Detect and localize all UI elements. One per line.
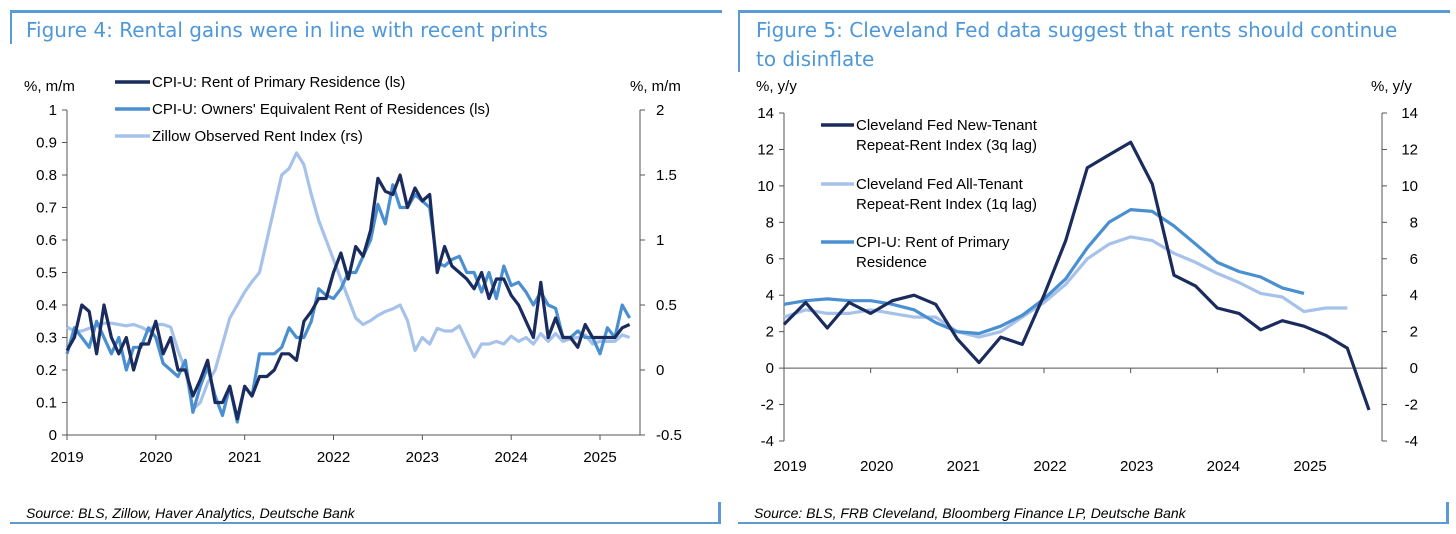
figure-4-source: Source: BLS, Zillow, Haver Analytics, De… [26,505,355,521]
figure-5-left-rule [738,10,740,72]
left-y-tick-label: 0.5 [36,265,57,282]
figure-5-title-line-1: Figure 5: Cleveland Fed data suggest tha… [756,18,1398,42]
figure-4-chart: 0 0.1 0.2 0.3 0.4 0.5 0.6 0.7 0.8 0.9 1 -0.5 0 0.5 1 1.… [24,74,682,466]
figure-4-panel: Figure 4: Rental gains were in line with… [10,10,722,524]
figure-4-bottom-rule [10,522,718,524]
left-y-tick-label: 2 [766,324,774,341]
series-line-1 [65,173,631,421]
x-tick-label: 2021 [947,458,980,475]
left-y-tick-label: 0.7 [36,200,57,217]
series-line-3 [783,208,1305,336]
x-tick-label: 2024 [1207,458,1240,475]
right-y-tick-label: 14 [1401,105,1418,122]
right-y-tick-label: 1 [656,232,664,249]
figure-5-source: Source: BLS, FRB Cleveland, Bloomberg Fi… [754,505,1186,521]
left-y-tick-label: 4 [766,287,774,304]
right-y-tick-label: -2 [1405,397,1418,414]
left-y-tick-label: -2 [761,397,774,414]
x-tick-label: 2020 [139,449,172,466]
left-y-tick-label: 6 [766,251,774,268]
legend-label-2: CPI-U: Owners' Equivalent Rent of Reside… [152,101,490,118]
right-y-axis-label: %, m/m [630,78,681,95]
right-y-tick-label: 0 [656,362,664,379]
left-y-tick-label: 14 [757,105,774,122]
figure-5-panel: Figure 5: Cleveland Fed data suggest tha… [728,0,1456,534]
left-y-axis-label: %, m/m [24,78,75,95]
legend-label-3: Zillow Observed Rent Index (rs) [152,128,363,145]
left-y-tick-label: 0.4 [36,297,57,314]
right-y-tick-label: 0 [1410,360,1418,377]
legend-label-1: CPI-U: Rent of Primary Residence (ls) [152,74,405,91]
right-y-tick-label: 0.5 [656,297,677,314]
left-y-tick-label: 0 [766,360,774,377]
left-y-tick-label: 12 [757,141,774,158]
legend-label-3-line-1: CPI-U: Rent of Primary [856,234,1010,251]
x-tick-label: 2019 [773,458,806,475]
legend-label-1-line-2: Repeat-Rent Index (3q lag) [856,137,1037,154]
right-y-tick-label: 1.5 [656,167,677,184]
right-y-tick-label: 12 [1401,141,1418,158]
left-y-tick-label: 0 [49,427,57,444]
right-y-tick-label: 2 [656,102,664,119]
left-y-tick-label: 0.9 [36,135,57,152]
x-tick-label: 2024 [494,449,527,466]
left-y-tick-label: 0.8 [36,167,57,184]
figure-5-right-rule [1446,502,1449,524]
legend-label-3-line-2: Residence [856,254,927,271]
left-y-tick-label: 8 [766,214,774,231]
right-y-tick-label: 8 [1410,214,1418,231]
left-y-tick-label: 1 [49,102,57,119]
left-y-tick-label: 10 [757,178,774,195]
x-tick-label: 2023 [1120,458,1153,475]
figure-4-top-rule [10,10,722,13]
x-tick-label: 2022 [1033,458,1066,475]
x-tick-label: 2025 [1293,458,1326,475]
x-tick-label: 2023 [406,449,439,466]
right-y-tick-label: 6 [1410,251,1418,268]
x-tick-label: 2019 [50,449,83,466]
right-y-tick-label: 2 [1410,324,1418,341]
x-tick-label: 2025 [583,449,616,466]
figure-5-title: Figure 5: Cleveland Fed data suggest tha… [756,16,1397,74]
x-tick-label: 2020 [860,458,893,475]
figure-5-chart: -4 -4 -2 -2 0 0 2 2 4 4 6 6 8 8 10 10 12 12 14 14 2019 2020 20… [756,78,1418,475]
right-y-axis-label: %, y/y [1371,78,1412,95]
left-y-tick-label: 0.3 [36,330,57,347]
right-y-tick-label: 10 [1401,178,1418,195]
left-y-tick-label: -4 [761,433,774,450]
x-tick-label: 2022 [317,449,350,466]
figure-5-title-line-2: to disinflate [756,47,875,71]
legend-label-1-line-1: Cleveland Fed New-Tenant [856,117,1038,134]
figure-5-bottom-rule [738,522,1446,524]
figure-4-right-rule [718,502,721,524]
right-y-tick-label: -4 [1405,433,1418,450]
left-y-tick-label: 0.6 [36,232,57,249]
figure-5-top-rule [738,10,1450,13]
series-line-3 [66,151,631,411]
left-y-tick-label: 0.1 [36,395,57,412]
right-y-tick-label: 4 [1410,287,1418,304]
right-y-tick-label: -0.5 [656,427,682,444]
x-tick-label: 2021 [228,449,261,466]
series-line-2 [783,235,1348,339]
figure-4-left-rule [10,10,12,44]
left-y-axis-label: %, y/y [756,78,797,95]
legend-label-2-line-1: Cleveland Fed All-Tenant [856,176,1024,193]
series-line-1 [782,140,1371,411]
left-y-tick-label: 0.2 [36,362,57,379]
figure-4-title: Figure 4: Rental gains were in line with… [26,18,548,42]
legend-label-2-line-2: Repeat-Rent Index (1q lag) [856,196,1037,213]
